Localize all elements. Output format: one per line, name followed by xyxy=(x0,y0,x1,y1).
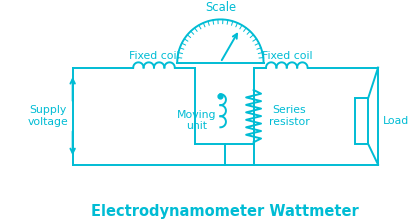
Text: Supply
voltage: Supply voltage xyxy=(28,105,68,127)
Text: Fixed coil: Fixed coil xyxy=(129,51,179,61)
Text: Series
resistor: Series resistor xyxy=(269,105,309,127)
Text: Load: Load xyxy=(383,116,409,126)
Text: Electrodynamometer Wattmeter: Electrodynamometer Wattmeter xyxy=(91,204,359,219)
Text: Fixed coil: Fixed coil xyxy=(261,51,312,61)
Text: Scale: Scale xyxy=(205,1,236,14)
Text: Moving
unit: Moving unit xyxy=(177,110,216,131)
